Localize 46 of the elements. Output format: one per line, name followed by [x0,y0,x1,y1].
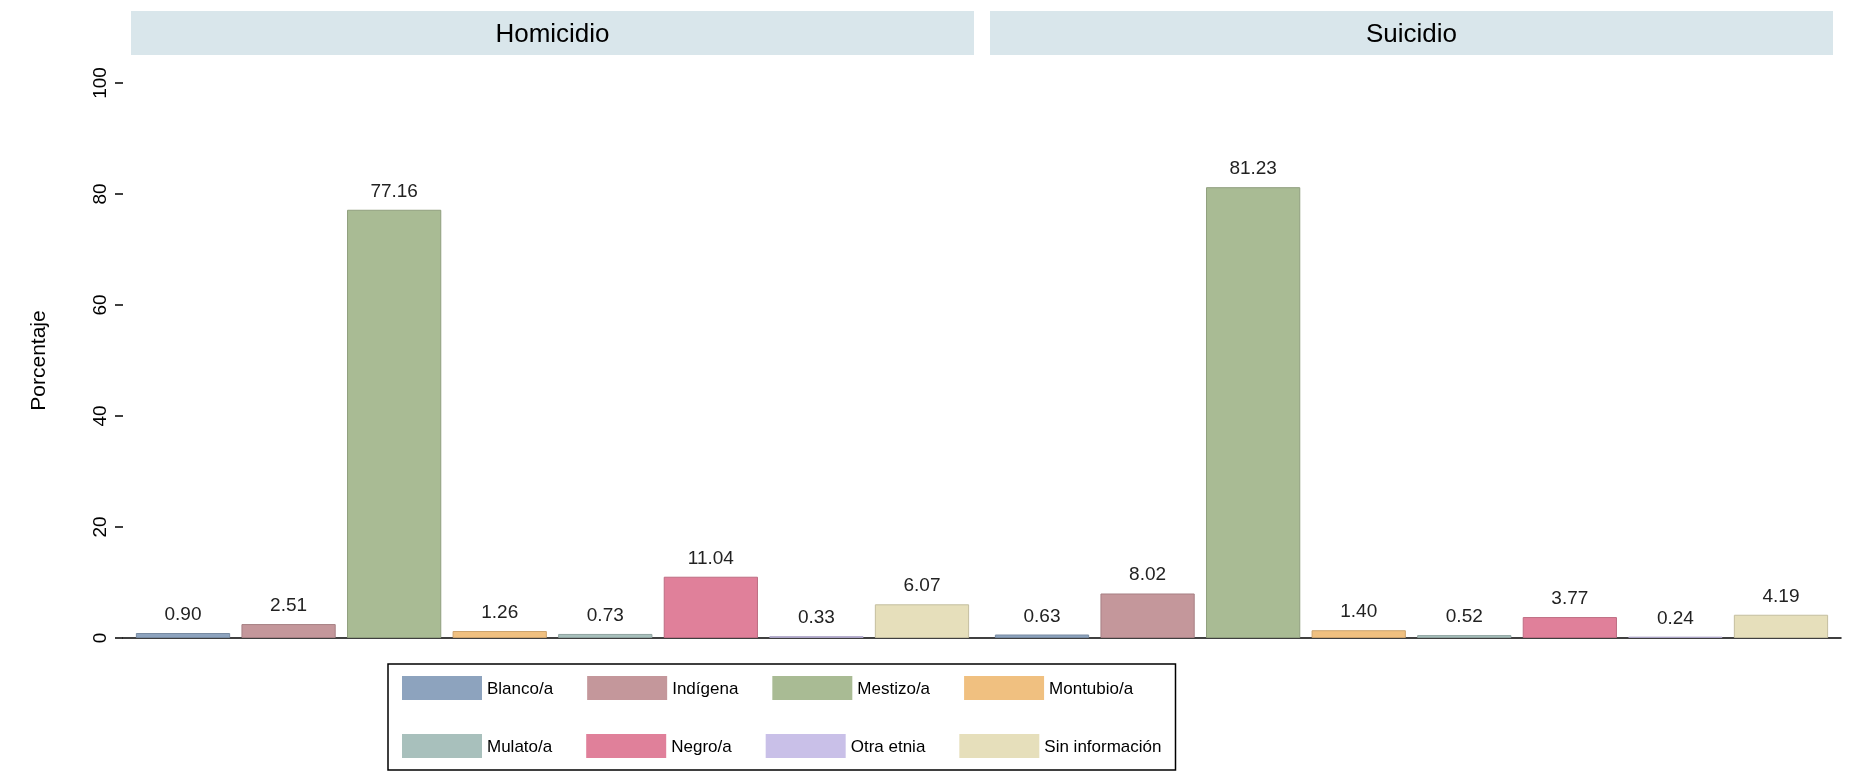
bar [1311,630,1406,638]
x-tick-label: Suicidio [1365,18,1458,48]
x-tick-label: Homicidio [495,18,610,48]
data-label: 77.16 [370,179,418,201]
legend-label: Sin información [1044,736,1162,756]
data-label: 0.63 [1023,604,1061,626]
data-label: 3.77 [1551,587,1589,609]
data-label: 8.02 [1129,563,1167,585]
legend-label: Montubio/a [1049,678,1134,698]
bar [1206,187,1301,638]
data-label: 4.19 [1762,584,1800,606]
bar [135,633,231,638]
data-label: 1.26 [481,601,519,623]
y-tick-label: 80 [89,183,110,205]
data-label: 1.40 [1340,600,1378,622]
bar [874,604,970,638]
data-label: 0.33 [797,606,835,628]
bar [452,631,547,638]
bar [1733,614,1829,638]
data-label: 2.51 [270,594,308,616]
data-label: 11.04 [687,546,735,568]
data-label: 0.90 [164,603,202,625]
data-label: 0.73 [586,603,624,625]
bar [994,634,1090,638]
bar [347,209,442,638]
y-tick-label: 0 [89,632,110,644]
legend-label: Otra etnia [850,736,926,756]
legend-label: Mestizo/a [857,678,931,698]
data-label: 0.24 [1656,606,1695,628]
data-label: 6.07 [903,574,941,596]
y-tick-label: 60 [89,294,110,316]
legend-label: Blanco/a [487,678,554,698]
data-label: 0.52 [1445,605,1483,627]
y-axis-title: Porcentaje [26,310,49,411]
bar [1100,593,1195,638]
bar [558,633,653,638]
legend-label: Mulato/a [487,736,553,756]
legend-label: Indígena [672,678,739,698]
bar [241,624,336,638]
y-tick-label: 40 [89,405,110,427]
y-tick-label: 20 [89,516,110,538]
data-label: 81.23 [1229,157,1277,179]
bar [1522,617,1617,638]
legend-label: Negro/a [671,736,733,756]
y-tick-label: 100 [89,67,110,99]
bar [663,576,758,638]
